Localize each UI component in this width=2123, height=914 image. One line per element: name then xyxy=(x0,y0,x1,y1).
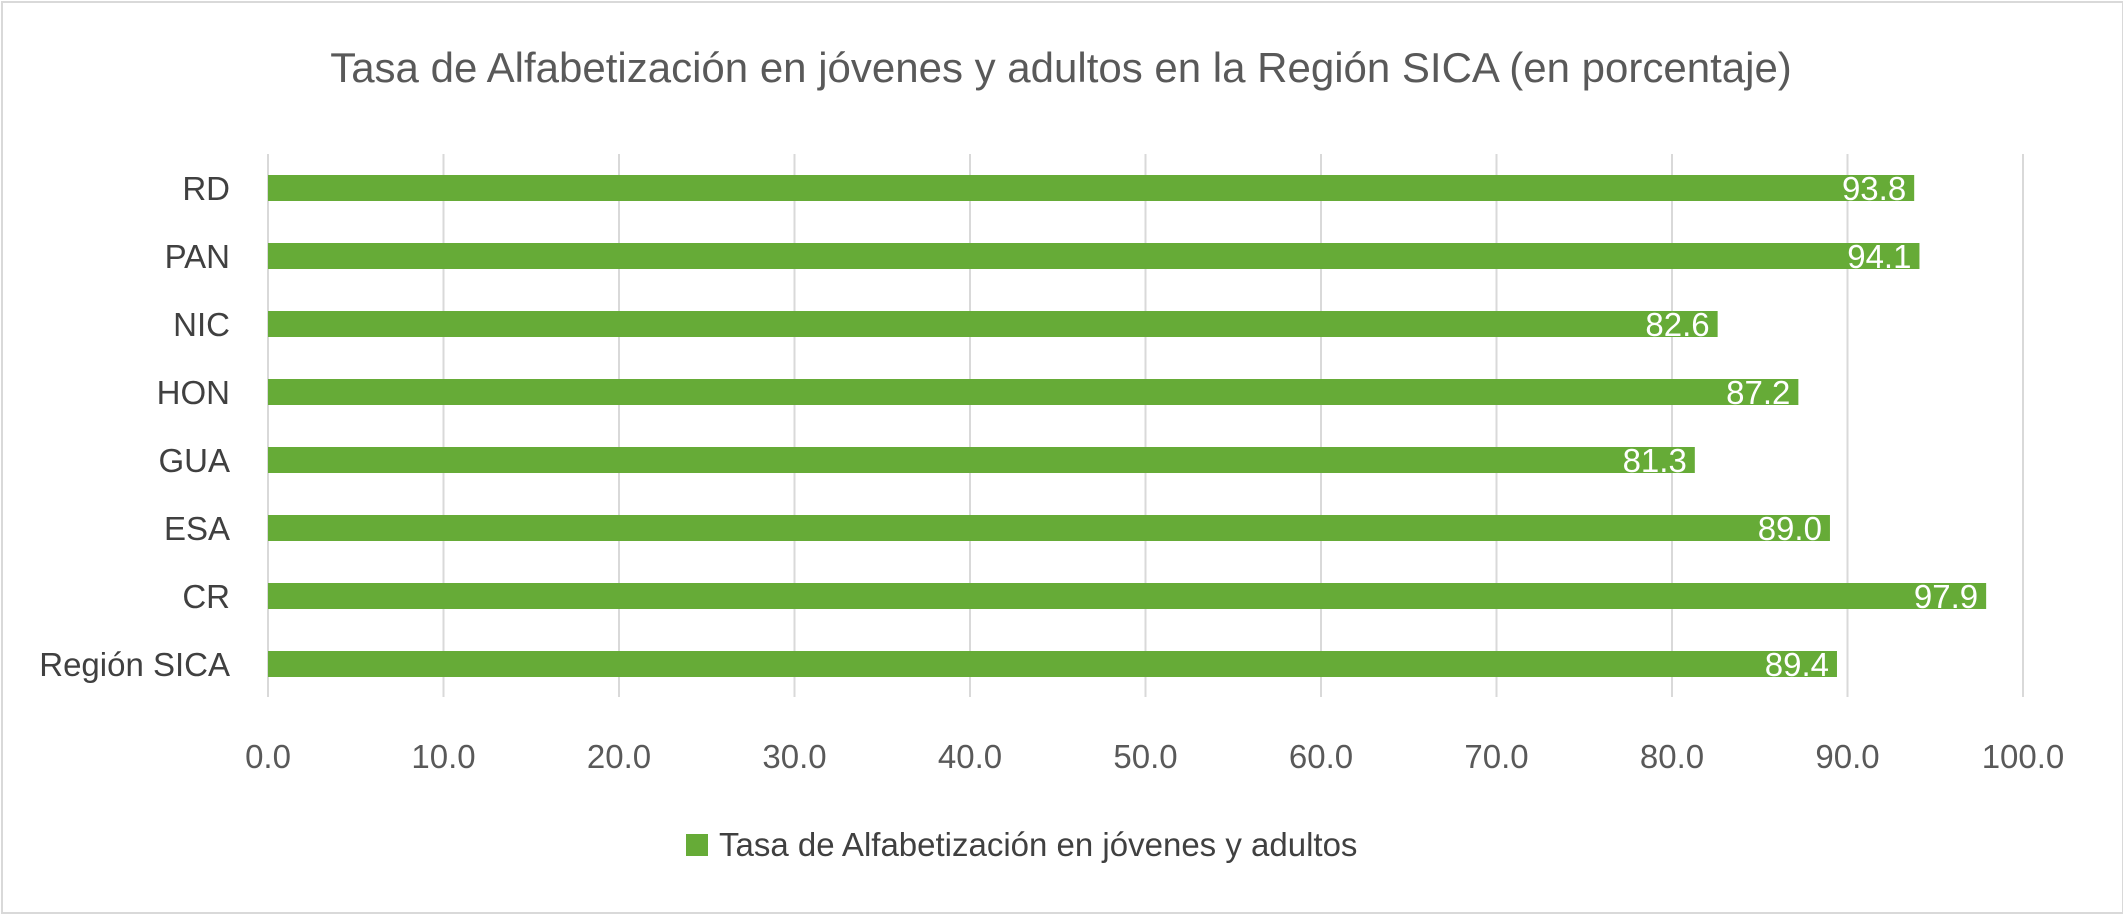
x-tick-label: 70.0 xyxy=(1464,738,1528,775)
x-tick-label: 20.0 xyxy=(587,738,651,775)
category-label: PAN xyxy=(165,238,230,275)
x-tick-label: 30.0 xyxy=(762,738,826,775)
x-tick-label: 40.0 xyxy=(938,738,1002,775)
legend: Tasa de Alfabetización en jóvenes y adul… xyxy=(686,826,1357,863)
gridlines xyxy=(267,154,2024,697)
data-label: 97.9 xyxy=(1914,578,1978,615)
bar xyxy=(268,447,1695,473)
bar xyxy=(268,379,1799,405)
category-label: RD xyxy=(182,170,230,207)
bar xyxy=(268,515,1830,541)
bar xyxy=(268,311,1718,337)
data-label: 93.8 xyxy=(1842,170,1906,207)
x-tick-label: 100.0 xyxy=(1982,738,2065,775)
data-label: 81.3 xyxy=(1623,442,1687,479)
category-label: ESA xyxy=(164,510,230,547)
data-label: 87.2 xyxy=(1726,374,1790,411)
legend-swatch xyxy=(686,834,708,856)
bar xyxy=(268,243,1920,269)
x-tick-label: 50.0 xyxy=(1113,738,1177,775)
x-tick-label: 90.0 xyxy=(1815,738,1879,775)
legend-label: Tasa de Alfabetización en jóvenes y adul… xyxy=(719,826,1357,863)
bars xyxy=(268,175,1987,677)
data-label: 82.6 xyxy=(1645,306,1709,343)
data-label: 89.4 xyxy=(1765,646,1829,683)
bar xyxy=(268,583,1987,609)
data-label: 94.1 xyxy=(1847,238,1911,275)
data-label: 89.0 xyxy=(1758,510,1822,547)
category-label: HON xyxy=(157,374,230,411)
bar xyxy=(268,175,1915,201)
x-axis-tick-labels: 0.0 10.0 20.0 30.0 40.0 50.0 60.0 70.0 80.0 90.0 1… xyxy=(245,738,2064,775)
x-tick-label: 0.0 xyxy=(245,738,291,775)
data-labels: 93.8 94.1 82.6 87.2 81.3 89.0 97.9 89.4 xyxy=(1623,170,1979,683)
category-label: NIC xyxy=(173,306,230,343)
chart-title: Tasa de Alfabetización en jóvenes y adul… xyxy=(330,44,1792,91)
category-label: GUA xyxy=(158,442,230,479)
category-label: Región SICA xyxy=(39,646,230,683)
bar xyxy=(268,651,1837,677)
category-label: CR xyxy=(182,578,230,615)
x-tick-label: 80.0 xyxy=(1640,738,1704,775)
x-tick-label: 10.0 xyxy=(411,738,475,775)
x-tick-label: 60.0 xyxy=(1289,738,1353,775)
category-labels: RD PAN NIC HON GUA ESA CR Región SICA xyxy=(39,170,230,683)
